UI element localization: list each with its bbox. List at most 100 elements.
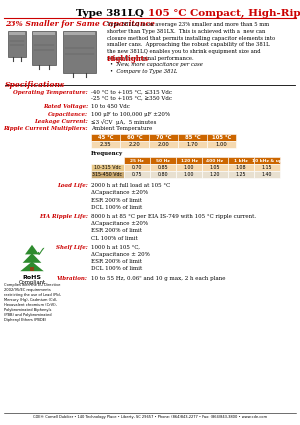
Bar [207,134,236,141]
Text: 50 Hz: 50 Hz [156,159,170,163]
Text: 0.85: 0.85 [158,165,168,170]
Text: Operating Temperature:: Operating Temperature: [14,90,88,95]
Text: 1 kHz: 1 kHz [234,159,248,163]
Bar [178,141,207,148]
Text: ΔCapacitance ±20%: ΔCapacitance ±20% [91,221,148,226]
Text: EIA Ripple Life:: EIA Ripple Life: [39,214,88,219]
Bar [228,157,254,164]
Text: Highlights: Highlights [107,55,149,63]
Text: 1.15: 1.15 [262,165,272,170]
Text: DCL 100% of limit: DCL 100% of limit [91,205,142,210]
Text: 1000 h at 105 °C,: 1000 h at 105 °C, [91,245,140,250]
Bar [91,171,124,178]
Polygon shape [25,245,39,255]
Bar [228,171,254,178]
Text: DCL 100% of limit: DCL 100% of limit [91,266,142,272]
Text: Frequency: Frequency [91,151,123,156]
Bar [30,267,34,271]
Bar [149,141,178,148]
Bar [176,171,202,178]
Bar [120,134,149,141]
Text: Vibration:: Vibration: [57,275,88,281]
Text: 100 μF to 100,000 μF ±20%: 100 μF to 100,000 μF ±20% [91,112,170,116]
Text: 400 Hz: 400 Hz [206,159,224,163]
Bar [178,134,207,141]
Bar [254,164,280,171]
Text: -40 °C to +105 °C, ≤315 Vdc
-25 °C to +105 °C, ≥350 Vdc: -40 °C to +105 °C, ≤315 Vdc -25 °C to +1… [91,90,172,101]
Text: 10 to 55 Hz, 0.06" and 10 g max, 2 h each plane: 10 to 55 Hz, 0.06" and 10 g max, 2 h eac… [91,275,226,281]
Text: 0.75: 0.75 [132,172,142,177]
Text: 105 °C: 105 °C [212,135,231,140]
Text: Type 381LQ: Type 381LQ [76,9,148,18]
Bar [150,157,176,164]
Bar [176,157,202,164]
Polygon shape [22,253,41,263]
Text: 1.25: 1.25 [236,172,246,177]
Text: 1.20: 1.20 [210,172,220,177]
Text: 120 Hz: 120 Hz [181,159,197,163]
Text: CDE® Cornell Dubilier • 140 Technology Place • Liberty, SC 29657 • Phone: (864)8: CDE® Cornell Dubilier • 140 Technology P… [33,415,267,419]
Bar [254,171,280,178]
Bar [150,171,176,178]
Text: 315-450 Vdc: 315-450 Vdc [92,172,123,177]
Text: 2.00: 2.00 [158,142,169,147]
Text: ✓: ✓ [35,246,45,259]
Bar [91,141,120,148]
Text: ΔCapacitance ± 20%: ΔCapacitance ± 20% [91,252,150,257]
Bar [91,134,120,141]
Text: Type 381LQ is on average 23% smaller and more than 5 mm
shorter than Type 381LX.: Type 381LQ is on average 23% smaller and… [107,22,275,61]
Bar [8,31,26,57]
Text: 10-315 Vdc: 10-315 Vdc [94,165,121,170]
Bar [124,164,150,171]
Polygon shape [20,262,44,271]
Text: 70 °C: 70 °C [156,135,171,140]
Text: Rated Voltage:: Rated Voltage: [43,105,88,109]
Text: 10 to 450 Vdc: 10 to 450 Vdc [91,105,130,109]
Text: Ripple Current Multipliers:: Ripple Current Multipliers: [4,126,88,131]
Bar [120,141,149,148]
Text: 1.70: 1.70 [187,142,198,147]
Text: 1.00: 1.00 [184,172,194,177]
Bar [207,141,236,148]
Text: 25 Hz: 25 Hz [130,159,144,163]
Text: 105 °C Compact, High-Ripple Snap-in: 105 °C Compact, High-Ripple Snap-in [148,9,300,18]
Text: ΔCapacitance ±20%: ΔCapacitance ±20% [91,190,148,196]
Text: 2.35: 2.35 [100,142,111,147]
Text: Compliant: Compliant [18,280,46,285]
Bar [33,32,55,35]
Bar [202,164,228,171]
Bar [176,164,202,171]
Text: ESR 200% of limit: ESR 200% of limit [91,228,142,233]
Text: 0.70: 0.70 [132,165,142,170]
Text: •  Compare to Type 381L: • Compare to Type 381L [110,69,177,74]
Text: 2.20: 2.20 [129,142,140,147]
Text: Specifications: Specifications [5,81,65,89]
Text: 8000 h at 85 °C per EIA IS-749 with 105 °C ripple current.: 8000 h at 85 °C per EIA IS-749 with 105 … [91,214,256,219]
Text: 1.00: 1.00 [216,142,227,147]
Text: 1.00: 1.00 [184,165,194,170]
Bar [63,31,96,73]
Bar [149,134,178,141]
Text: 1.05: 1.05 [210,165,220,170]
Text: 23% Smaller for Same Capacitance: 23% Smaller for Same Capacitance [5,20,155,28]
Text: ESR 200% of limit: ESR 200% of limit [91,259,142,264]
Text: 2000 h at full load at 105 °C: 2000 h at full load at 105 °C [91,183,170,188]
Text: 45 °C: 45 °C [98,135,113,140]
Bar [150,164,176,171]
Text: Complies with the EU Directive
2002/95/EC requirements
restricting the use of Le: Complies with the EU Directive 2002/95/E… [4,283,61,322]
Text: Load Life:: Load Life: [57,183,88,188]
Text: CL 100% of limit: CL 100% of limit [91,235,138,241]
Bar [228,164,254,171]
Bar [32,31,56,65]
Bar [9,32,25,35]
Text: 10 kHz & up: 10 kHz & up [252,159,282,163]
Bar [124,157,150,164]
Text: 1.08: 1.08 [236,165,246,170]
Text: ESR 200% of limit: ESR 200% of limit [91,198,142,203]
Text: •  New, more capacitance per case: • New, more capacitance per case [110,62,203,67]
Bar [202,157,228,164]
Text: Leakage Current:: Leakage Current: [34,119,88,124]
Text: Shelf Life:: Shelf Life: [56,245,88,250]
Text: 0.80: 0.80 [158,172,168,177]
Bar [254,157,280,164]
